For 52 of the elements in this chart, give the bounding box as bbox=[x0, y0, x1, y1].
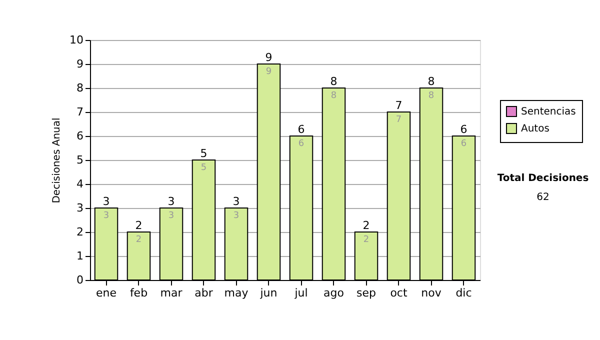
data-label: 6 bbox=[298, 139, 304, 149]
x-tick-label: abr bbox=[194, 286, 214, 300]
data-label: 5 bbox=[200, 163, 207, 173]
total-label: 3 bbox=[168, 195, 175, 208]
data-label: 9 bbox=[266, 67, 272, 77]
y-tick-label: 7 bbox=[76, 106, 84, 118]
y-tick-label: 10 bbox=[70, 34, 84, 46]
y-tick-label: 3 bbox=[76, 202, 84, 214]
total-label: 3 bbox=[232, 195, 240, 208]
x-tick-label: nov bbox=[421, 286, 442, 300]
total-label: 5 bbox=[200, 147, 208, 160]
total-label: 2 bbox=[135, 219, 142, 232]
x-tick-label: ago bbox=[324, 286, 344, 300]
y-tick-label: 8 bbox=[76, 82, 84, 94]
y-tick-label: 9 bbox=[76, 58, 84, 70]
x-tick-label: ene bbox=[96, 286, 117, 300]
x-tick-label: dic bbox=[456, 286, 472, 300]
total-label: 7 bbox=[395, 99, 402, 112]
data-label: 6 bbox=[460, 139, 467, 149]
y-tick-label: 0 bbox=[76, 274, 84, 286]
y-tick-label: 4 bbox=[76, 178, 84, 190]
total-label: 8 bbox=[330, 75, 338, 88]
text: 62 bbox=[536, 192, 550, 203]
x-tick-label: feb bbox=[130, 286, 148, 300]
x-tick-label: jul bbox=[294, 286, 308, 300]
data-label: 8 bbox=[330, 91, 337, 101]
data-label: 7 bbox=[396, 115, 402, 125]
total-label: 8 bbox=[428, 75, 435, 88]
data-label: 3 bbox=[233, 211, 240, 221]
x-tick-label: jun bbox=[259, 286, 278, 300]
total-label: 9 bbox=[265, 51, 272, 64]
total-label: 2 bbox=[362, 219, 370, 232]
y-tick-label: 5 bbox=[76, 154, 84, 166]
data-label: 2 bbox=[363, 235, 370, 245]
legend-label: Autos bbox=[521, 124, 550, 134]
x-tick-label: sep bbox=[356, 286, 376, 300]
total-label: 6 bbox=[298, 123, 305, 136]
x-tick-label: may bbox=[224, 286, 249, 300]
data-label: 8 bbox=[428, 91, 434, 101]
data-label: 3 bbox=[103, 211, 110, 221]
data-label: 3 bbox=[168, 211, 174, 221]
y-tick-label: 2 bbox=[76, 226, 84, 238]
y-axis-title: Decisiones Anual bbox=[52, 118, 63, 204]
y-tick-label: 1 bbox=[76, 250, 84, 262]
x-tick-label: oct bbox=[390, 286, 408, 300]
data-label: 2 bbox=[136, 235, 142, 245]
text: Total Decisiones bbox=[497, 173, 589, 184]
y-tick-label: 6 bbox=[76, 130, 84, 142]
total-label: 3 bbox=[102, 195, 110, 208]
legend-label: Sentencias bbox=[521, 106, 576, 118]
x-tick-label: mar bbox=[160, 286, 183, 300]
total-label: 6 bbox=[460, 123, 468, 136]
